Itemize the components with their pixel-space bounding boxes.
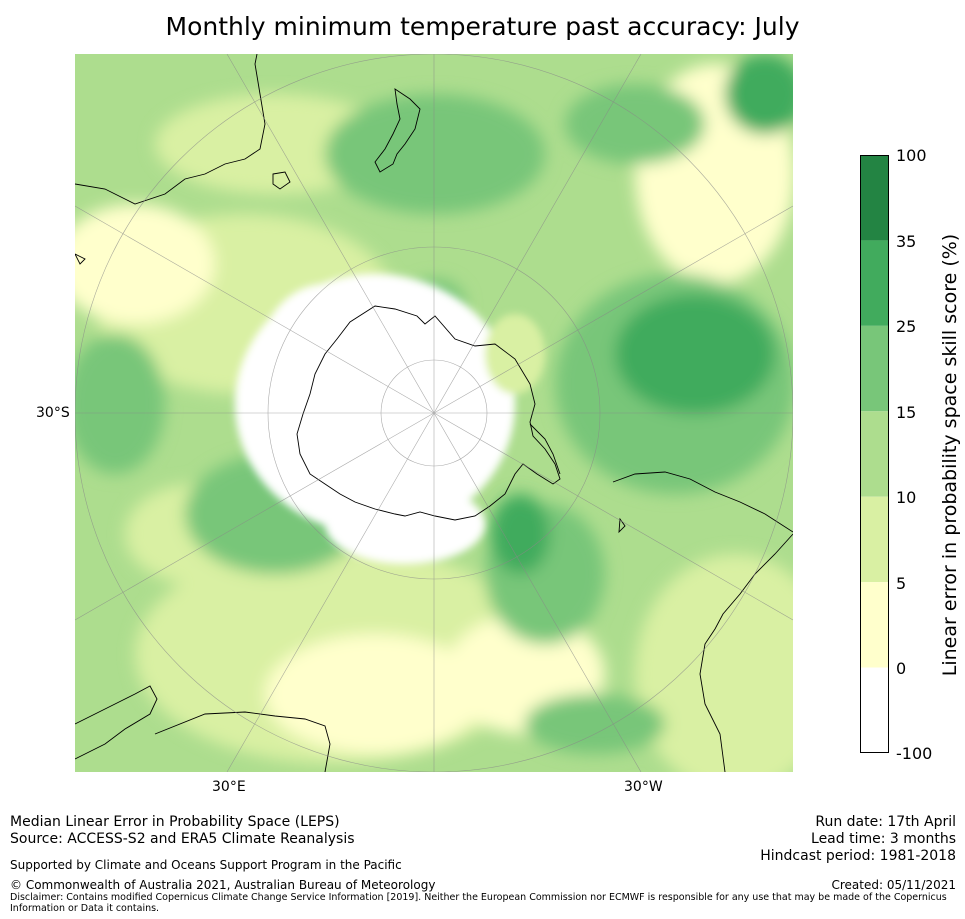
lon-label-30e: 30°E [212, 779, 246, 795]
colorbar-label: Linear error in probability space skill … [939, 233, 961, 677]
south-america-coastline [612, 471, 793, 772]
colorbar-tick: 15 [896, 403, 917, 422]
colorbar-bands [860, 155, 889, 753]
colorbar-tick: 100 [896, 146, 927, 165]
colorbar-band [860, 411, 889, 497]
lon-label-30w: 30°W [624, 779, 663, 795]
lat-label-30s: 30°S [36, 405, 70, 421]
new-zealand-coastline [374, 88, 421, 173]
africa-coastline [75, 685, 331, 772]
lead-time: Lead time: 3 months [811, 831, 956, 847]
footer-leps: Median Linear Error in Probability Space… [10, 814, 340, 830]
colorbar-band [860, 325, 889, 412]
footer-support: Supported by Climate and Oceans Support … [10, 858, 402, 872]
created-date: Created: 05/11/2021 [831, 878, 956, 892]
map-canvas [75, 54, 793, 772]
colorbar-band [860, 155, 889, 241]
colorbar-band [860, 667, 889, 753]
colorbar-tick: -100 [896, 744, 933, 763]
colorbar-tick: 5 [896, 574, 907, 593]
antarctica-coastline [296, 305, 561, 521]
graticule [75, 54, 793, 772]
colorbar-tick: 35 [896, 232, 917, 251]
colorbar-tick: 10 [896, 488, 917, 507]
colorbar [860, 155, 889, 753]
footer-source: Source: ACCESS-S2 and ERA5 Climate Reana… [10, 831, 355, 847]
colorbar-band [860, 582, 889, 668]
colorbar-band [860, 496, 889, 583]
low-skill-ring [235, 274, 545, 564]
colorbar-border [860, 155, 889, 753]
disclaimer-line-1: Disclaimer: Contains modified Copernicus… [10, 892, 947, 903]
footer-disclaimer: Disclaimer: Contains modified Copernicus… [10, 892, 950, 914]
tasmania-coastline [272, 171, 291, 190]
australia-coastline [75, 54, 266, 205]
colorbar-band [860, 240, 889, 326]
hindcast-period: Hindcast period: 1981-2018 [760, 848, 956, 864]
footer-copyright: © Commonwealth of Australia 2021, Austra… [10, 878, 436, 892]
colorbar-tick: 25 [896, 317, 917, 336]
page-title: Monthly minimum temperature past accurac… [165, 12, 800, 41]
polar-map [75, 54, 793, 772]
disclaimer-line-2: Information or Data it contains. [10, 903, 160, 914]
run-date: Run date: 17th April [815, 814, 956, 830]
colorbar-tick: 0 [896, 659, 907, 678]
